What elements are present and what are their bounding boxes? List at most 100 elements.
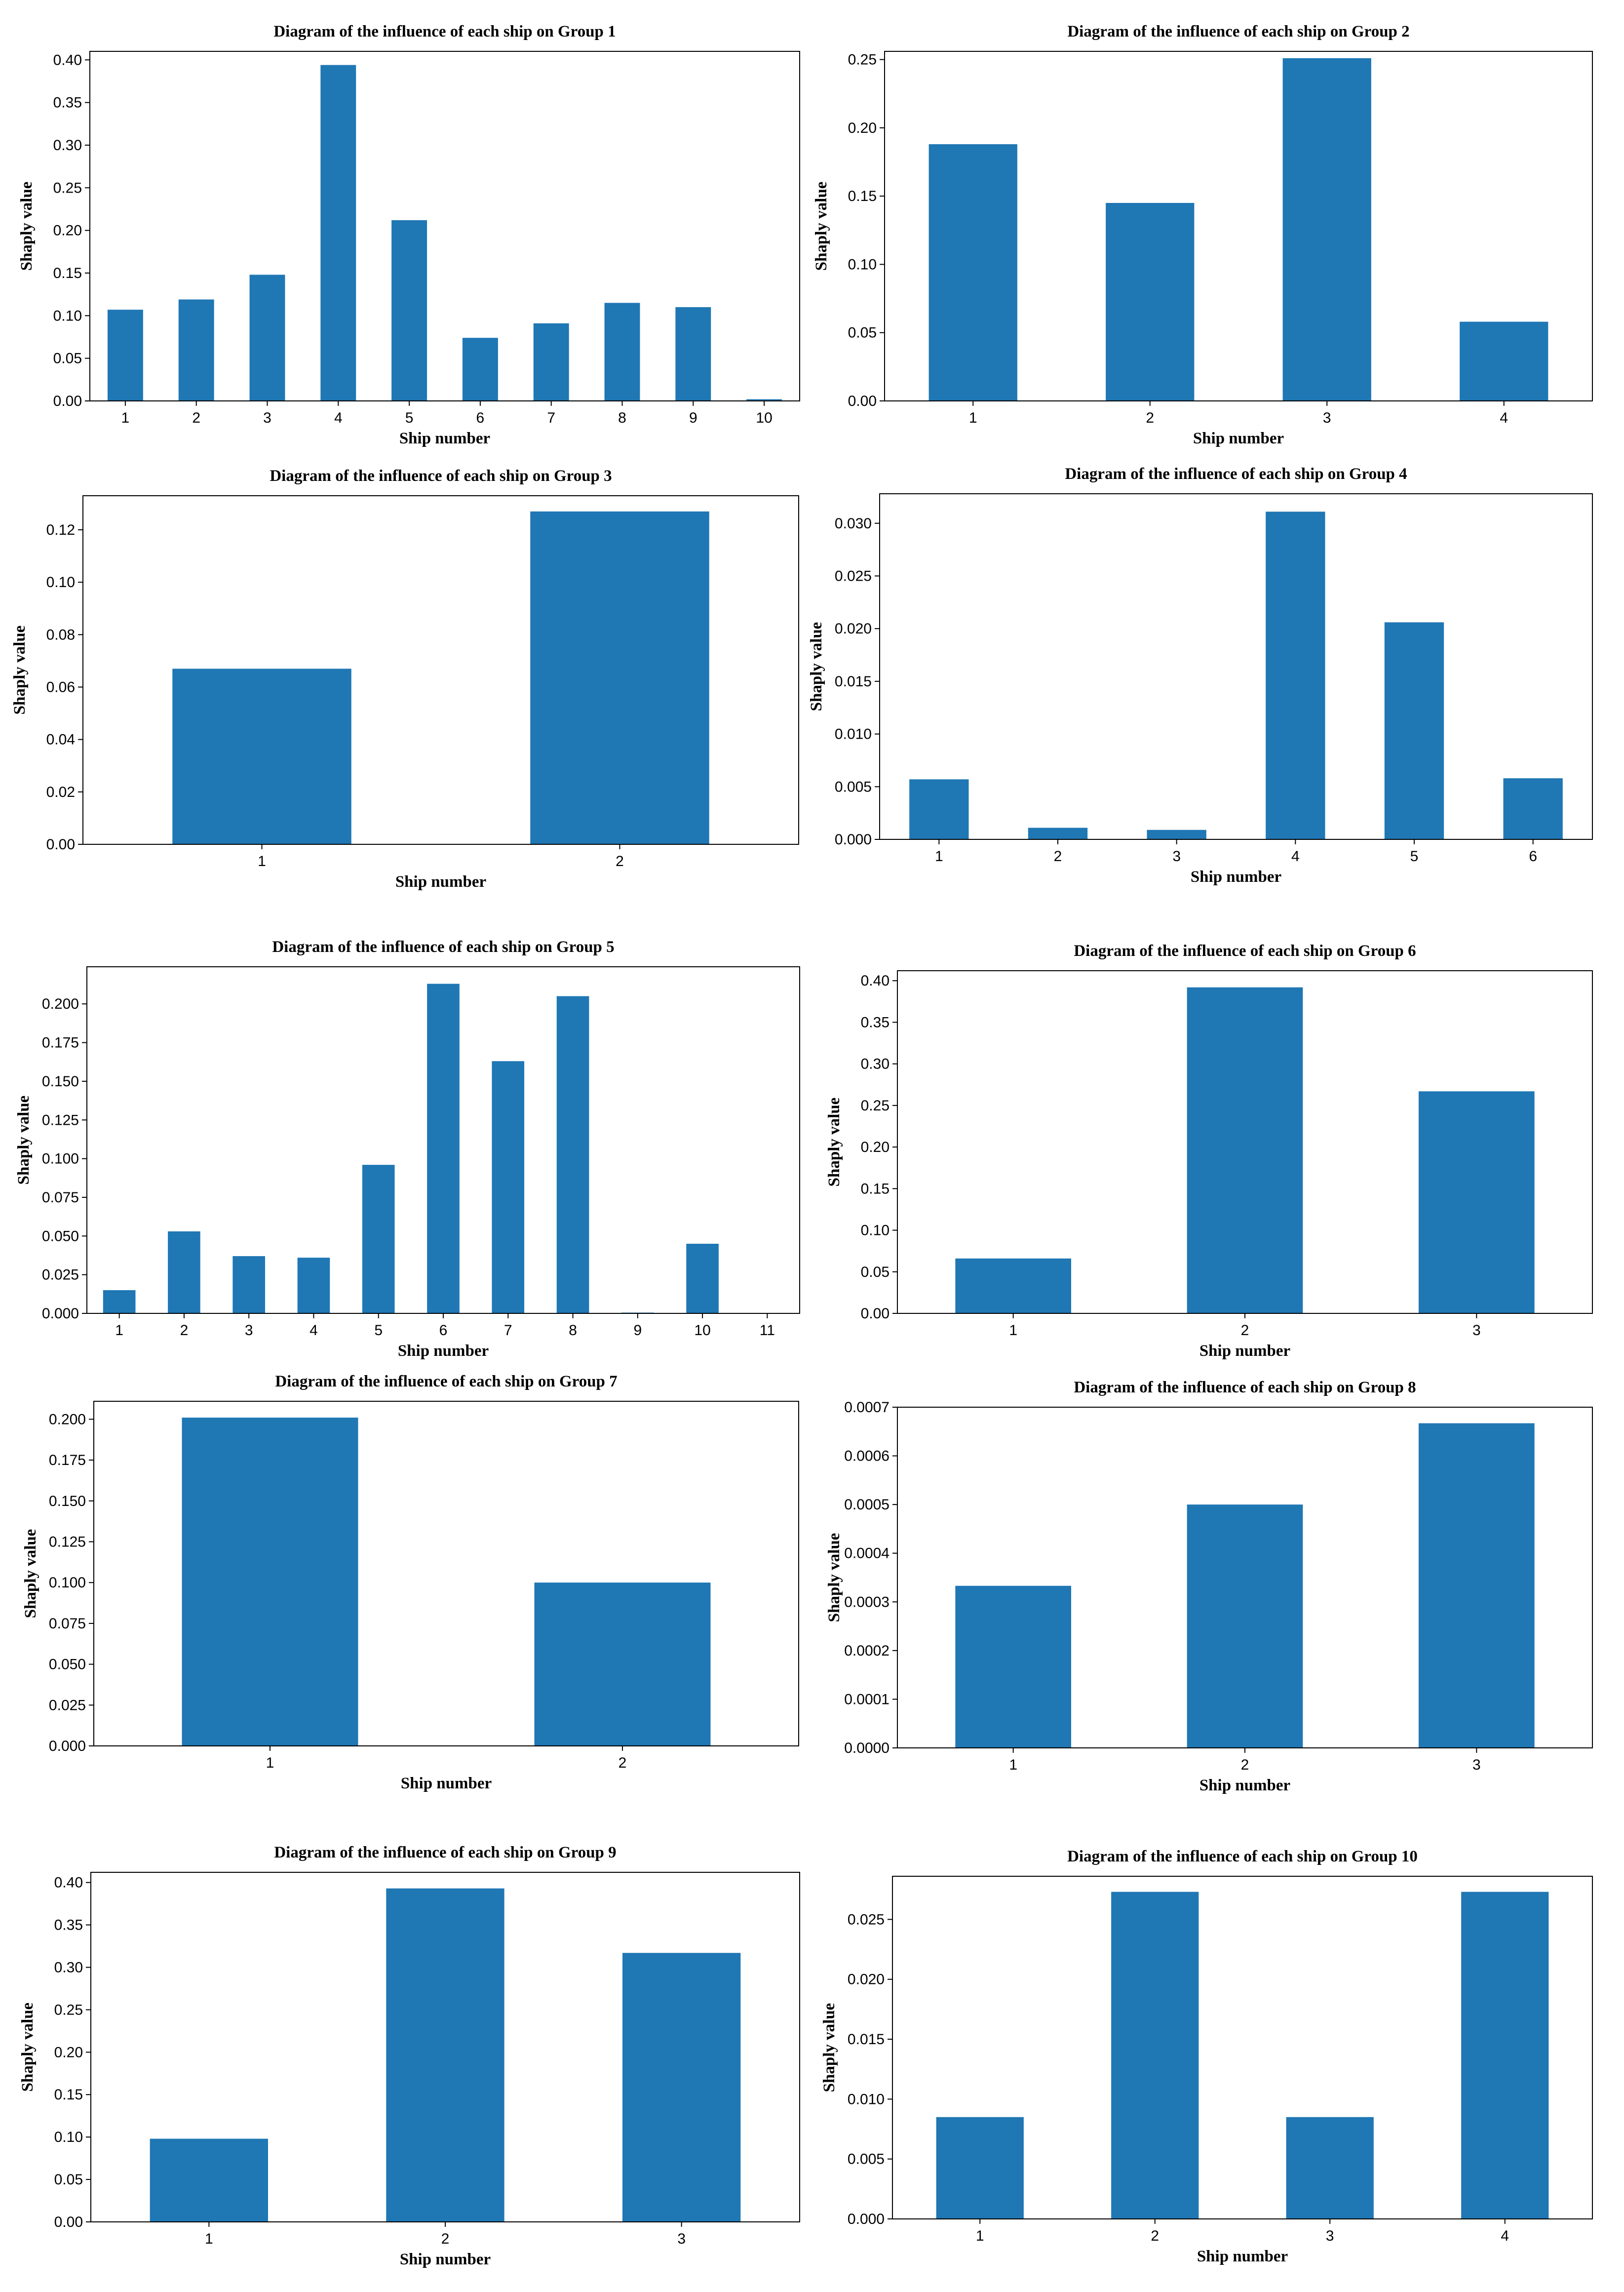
y-tick-label: 0.12 xyxy=(46,522,75,538)
x-axis-label: Ship number xyxy=(398,1342,489,1360)
y-tick-label: 0.10 xyxy=(848,256,877,273)
x-tick-label: 3 xyxy=(245,1322,253,1339)
chart-title: Diagram of the influence of each ship on… xyxy=(1067,1848,1418,1865)
y-axis-label: Shaply value xyxy=(15,1096,33,1185)
y-tick-label: 0.40 xyxy=(861,973,889,989)
chart-panel: 1 2 3 0.00 0.05 0.10 0.15 0.20 0.25 0.30 0.35 0.40 D… xyxy=(19,1844,800,2268)
y-tick-label: 0.30 xyxy=(54,1959,83,1976)
bar xyxy=(909,779,969,839)
bar xyxy=(533,323,569,401)
chart-panel: 1 2 3 4 5 6 7 8 9 10 0.00 0.05 0.10 0.15 0.20 0.25 0.30 0… xyxy=(18,23,800,447)
chart-panel: 1 2 0.00 0.02 0.04 0.06 0.08 0.10 0.12 Diagram of… xyxy=(11,467,799,891)
bar xyxy=(936,2117,1024,2219)
x-tick-label: 4 xyxy=(334,410,343,426)
y-tick-label: 0.005 xyxy=(848,2151,885,2168)
bar xyxy=(1106,202,1195,401)
x-tick-label: 3 xyxy=(1472,1322,1481,1339)
x-tick-label: 4 xyxy=(309,1322,318,1339)
bar xyxy=(622,1953,741,2222)
y-tick-label: 0.175 xyxy=(49,1452,86,1468)
y-tick-label: 0.100 xyxy=(42,1151,79,1167)
y-tick-label: 0.20 xyxy=(54,2044,83,2060)
y-tick-label: 0.35 xyxy=(861,1014,889,1030)
x-axis-label: Ship number xyxy=(400,2251,491,2268)
chart-title: Diagram of the influence of each ship on… xyxy=(275,1373,617,1390)
bar xyxy=(386,1888,504,2222)
y-tick-label: 0.40 xyxy=(53,52,82,68)
y-axis-label: Shaply value xyxy=(18,182,36,271)
y-tick-label: 0.030 xyxy=(835,515,872,532)
bar xyxy=(492,1061,525,1313)
x-tick-label: 2 xyxy=(1054,848,1062,865)
y-tick-label: 0.025 xyxy=(835,568,872,584)
bar xyxy=(182,1418,358,1746)
bar xyxy=(1111,1892,1199,2219)
y-tick-label: 0.15 xyxy=(54,2087,83,2103)
x-tick-label: 7 xyxy=(504,1322,512,1339)
bar xyxy=(955,1585,1071,1748)
x-tick-label: 2 xyxy=(1241,1757,1249,1773)
bar xyxy=(530,511,709,844)
x-tick-label: 1 xyxy=(115,1322,123,1339)
bar xyxy=(249,275,285,401)
y-tick-label: 0.05 xyxy=(861,1264,889,1280)
y-tick-label: 0.06 xyxy=(46,679,75,696)
x-tick-label: 1 xyxy=(976,2228,984,2244)
x-tick-label: 3 xyxy=(677,2231,686,2247)
x-tick-label: 2 xyxy=(441,2231,450,2247)
plot-frame xyxy=(884,51,1593,401)
y-tick-label: 0.30 xyxy=(53,137,82,154)
y-tick-label: 0.175 xyxy=(42,1035,79,1051)
x-tick-label: 9 xyxy=(633,1322,642,1339)
y-tick-label: 0.000 xyxy=(42,1305,79,1322)
bar xyxy=(1147,830,1206,839)
chart-title: Diagram of the influence of each ship on… xyxy=(274,1844,616,1861)
y-tick-label: 0.020 xyxy=(835,621,872,637)
y-tick-label: 0.0006 xyxy=(844,1448,889,1464)
chart-title: Diagram of the influence of each ship on… xyxy=(273,23,616,40)
bar xyxy=(928,144,1017,401)
y-tick-label: 0.020 xyxy=(848,1972,885,1988)
x-tick-label: 2 xyxy=(1151,2228,1159,2244)
chart-title: Diagram of the influence of each ship on… xyxy=(1074,942,1416,960)
x-axis-label: Ship number xyxy=(395,873,486,891)
y-tick-label: 0.00 xyxy=(46,836,75,853)
x-tick-label: 1 xyxy=(121,410,130,426)
y-tick-label: 0.30 xyxy=(861,1056,889,1072)
bar xyxy=(232,1256,265,1313)
bar xyxy=(1384,622,1444,839)
x-tick-label: 1 xyxy=(1009,1322,1017,1339)
y-tick-label: 0.010 xyxy=(848,2091,885,2107)
y-tick-label: 0.015 xyxy=(848,2031,885,2048)
x-axis-label: Ship number xyxy=(1191,868,1281,886)
y-tick-label: 0.005 xyxy=(835,779,872,795)
y-tick-label: 0.10 xyxy=(53,308,82,324)
bar xyxy=(1461,1892,1549,2219)
y-tick-label: 0.05 xyxy=(54,2172,83,2188)
y-tick-label: 0.05 xyxy=(53,351,82,367)
chart-panel: 1 2 3 4 0.000 0.005 0.010 0.015 0.020 0.025 Diagra… xyxy=(820,1848,1593,2265)
bar xyxy=(534,1582,711,1746)
y-tick-label: 0.25 xyxy=(54,2002,83,2018)
x-tick-label: 2 xyxy=(619,1755,627,1771)
bar xyxy=(391,220,427,401)
x-tick-label: 2 xyxy=(180,1322,189,1339)
y-axis-label: Shaply value xyxy=(19,2003,37,2092)
y-tick-label: 0.08 xyxy=(46,627,75,643)
y-axis-label: Shaply value xyxy=(825,1098,843,1187)
plot-frame xyxy=(879,493,1593,840)
chart-panel: 1 2 3 4 5 6 0.000 0.005 0.010 0.015 0.020 0.025 0.03… xyxy=(808,465,1593,886)
y-tick-label: 0.0007 xyxy=(844,1399,889,1416)
x-tick-label: 7 xyxy=(547,410,555,426)
y-tick-label: 0.25 xyxy=(53,180,82,196)
y-tick-label: 0.0000 xyxy=(844,1740,889,1756)
x-tick-label: 2 xyxy=(1146,410,1154,426)
bar xyxy=(556,996,589,1313)
x-axis-label: Ship number xyxy=(401,1775,492,1792)
bar xyxy=(427,984,460,1313)
plot-frame xyxy=(892,1876,1593,2219)
y-tick-label: 0.150 xyxy=(49,1493,86,1509)
x-tick-label: 6 xyxy=(476,410,485,426)
x-tick-label: 3 xyxy=(1326,2228,1334,2244)
y-tick-label: 0.40 xyxy=(54,1875,83,1891)
